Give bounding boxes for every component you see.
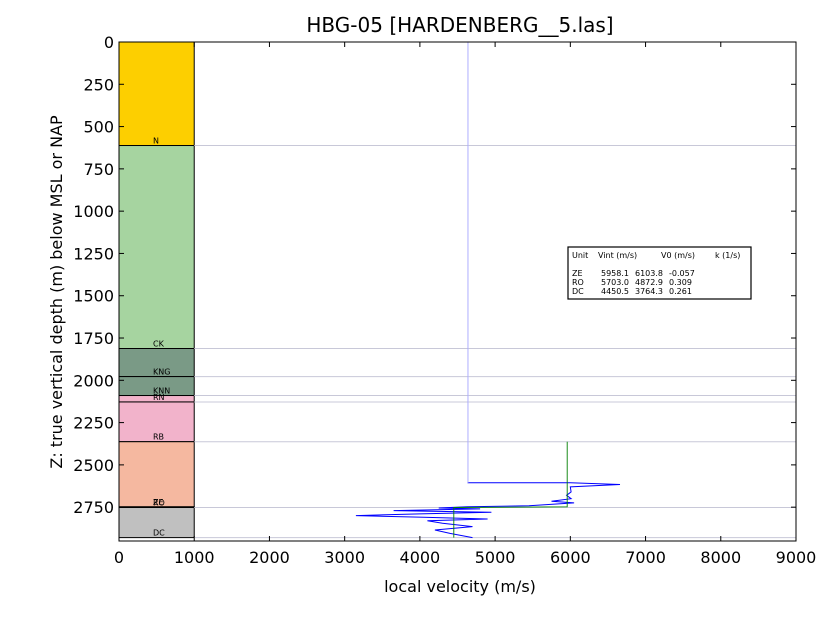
x-tick-label: 9000 xyxy=(776,548,817,567)
info-cell: 6103.8 xyxy=(635,269,663,278)
info-cell: DC xyxy=(572,287,584,296)
strat-unit-label: DC xyxy=(153,529,165,538)
info-cell: RO xyxy=(572,278,584,287)
y-tick-label: 0 xyxy=(104,33,114,52)
strat-unit-label: KNN xyxy=(153,387,170,396)
y-axis-ticks: 0 250 500 750 1000 1250 1500 1750 2000 2250 2500 27… xyxy=(73,33,796,517)
strat-unit-ze xyxy=(118,441,195,508)
velocity-series xyxy=(355,42,621,539)
y-tick-label: 1000 xyxy=(73,202,114,221)
x-tick-label: 1000 xyxy=(174,548,215,567)
info-cell: -0.057 xyxy=(669,269,695,278)
velocity-info-table: Unit Vint (m/s) V0 (m/s) k (1/s) ZE 5958.1 610… xyxy=(567,246,752,300)
strat-unit-label: CK xyxy=(153,340,165,349)
series-line-0 xyxy=(355,42,621,539)
y-tick-label: 1500 xyxy=(73,287,114,306)
info-cell: 5958.1 xyxy=(601,269,629,278)
x-tick-label: 7000 xyxy=(625,548,666,567)
y-tick-label: 500 xyxy=(83,118,114,137)
y-tick-label: 2250 xyxy=(73,414,114,433)
x-tick-label: 6000 xyxy=(550,548,591,567)
x-axis-ticks: 0 1000 2000 3000 4000 5000 6000 7000 8000 9000 xyxy=(114,42,816,567)
info-header: Unit xyxy=(572,251,588,260)
x-tick-label: 4000 xyxy=(400,548,441,567)
y-tick-label: 750 xyxy=(83,160,114,179)
strat-unit-label: KNG xyxy=(153,368,170,377)
info-cell: 4450.5 xyxy=(601,287,629,296)
info-cell: ZE xyxy=(572,269,583,278)
strat-unit-ck xyxy=(118,145,195,350)
info-header: Vint (m/s) xyxy=(598,251,637,260)
info-header: V0 (m/s) xyxy=(661,251,695,260)
info-cell: 3764.3 xyxy=(635,287,663,296)
chart-title: HBG-05 [HARDENBERG__5.las] xyxy=(306,13,613,37)
info-header: k (1/s) xyxy=(715,251,740,260)
info-cell: 0.261 xyxy=(669,287,692,296)
y-tick-label: 1750 xyxy=(73,329,114,348)
y-tick-label: 1250 xyxy=(73,244,114,263)
x-tick-label: 0 xyxy=(114,548,124,567)
y-axis-label: Z: true vertical depth (m) below MSL or … xyxy=(47,115,66,469)
x-tick-label: 2000 xyxy=(249,548,290,567)
strat-unit-label: RN xyxy=(153,393,165,402)
x-tick-label: 5000 xyxy=(475,548,516,567)
x-axis-label: local velocity (m/s) xyxy=(384,577,536,596)
y-tick-label: 2750 xyxy=(73,498,114,517)
strat-unit-label: ZE xyxy=(153,498,164,507)
info-box xyxy=(567,246,752,300)
info-cell: 0.309 xyxy=(669,278,692,287)
plot-frame xyxy=(118,41,797,542)
x-tick-label: 3000 xyxy=(324,548,365,567)
x-tick-label: 8000 xyxy=(700,548,741,567)
info-cell: 5703.0 xyxy=(601,278,629,287)
y-tick-label: 250 xyxy=(83,75,114,94)
series-line-1 xyxy=(453,441,568,538)
strat-unit-label: RB xyxy=(153,433,164,442)
strat-unit-label: RO xyxy=(153,499,165,508)
y-tick-label: 2500 xyxy=(73,456,114,475)
formation-top-lines xyxy=(194,145,796,539)
y-tick-label: 2000 xyxy=(73,371,114,390)
info-cell: 4872.9 xyxy=(635,278,663,287)
strat-unit-label: N xyxy=(153,137,159,146)
strat-unit-n xyxy=(118,41,195,147)
